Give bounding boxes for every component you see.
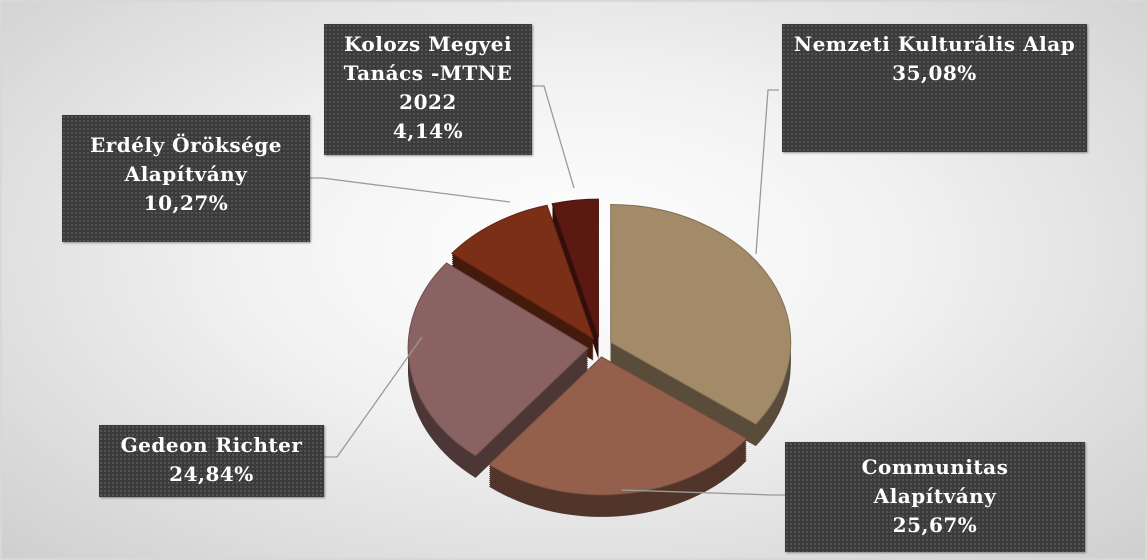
label-value: 4,14%	[392, 119, 464, 143]
label-value: 35,08%	[892, 61, 977, 85]
slice	[407, 262, 589, 457]
data-label: Nemzeti Kulturális Alap 35,08%	[782, 24, 1087, 152]
label-value: 10,27%	[143, 191, 229, 215]
leader-line	[755, 89, 779, 255]
leader-line	[324, 336, 423, 458]
data-label: Communitas Alapítvány 25,67%	[785, 442, 1085, 552]
leader-line	[310, 177, 511, 203]
label-category: Gedeon Richter	[120, 433, 303, 457]
slice	[488, 356, 748, 496]
leader-line	[621, 489, 787, 496]
slice	[610, 203, 792, 425]
label-category: Kolozs Megyei Tanács -MTNE 2022	[343, 32, 513, 114]
leader-line	[532, 85, 575, 189]
leader-lines	[310, 85, 787, 496]
data-label: Kolozs Megyei Tanács -MTNE 2022 4,14%	[324, 24, 532, 155]
data-label: Gedeon Richter 24,84%	[99, 425, 324, 497]
label-value: 24,84%	[169, 462, 254, 486]
label-category: Nemzeti Kulturális Alap	[793, 32, 1076, 56]
label-value: 25,67%	[892, 513, 978, 537]
slice	[551, 198, 599, 338]
data-label: Erdély Öröksége Alapítvány 10,27%	[62, 115, 310, 242]
label-category: Erdély Öröksége Alapítvány	[89, 133, 283, 186]
slice	[450, 204, 595, 340]
label-category: Communitas Alapítvány	[861, 455, 1009, 508]
